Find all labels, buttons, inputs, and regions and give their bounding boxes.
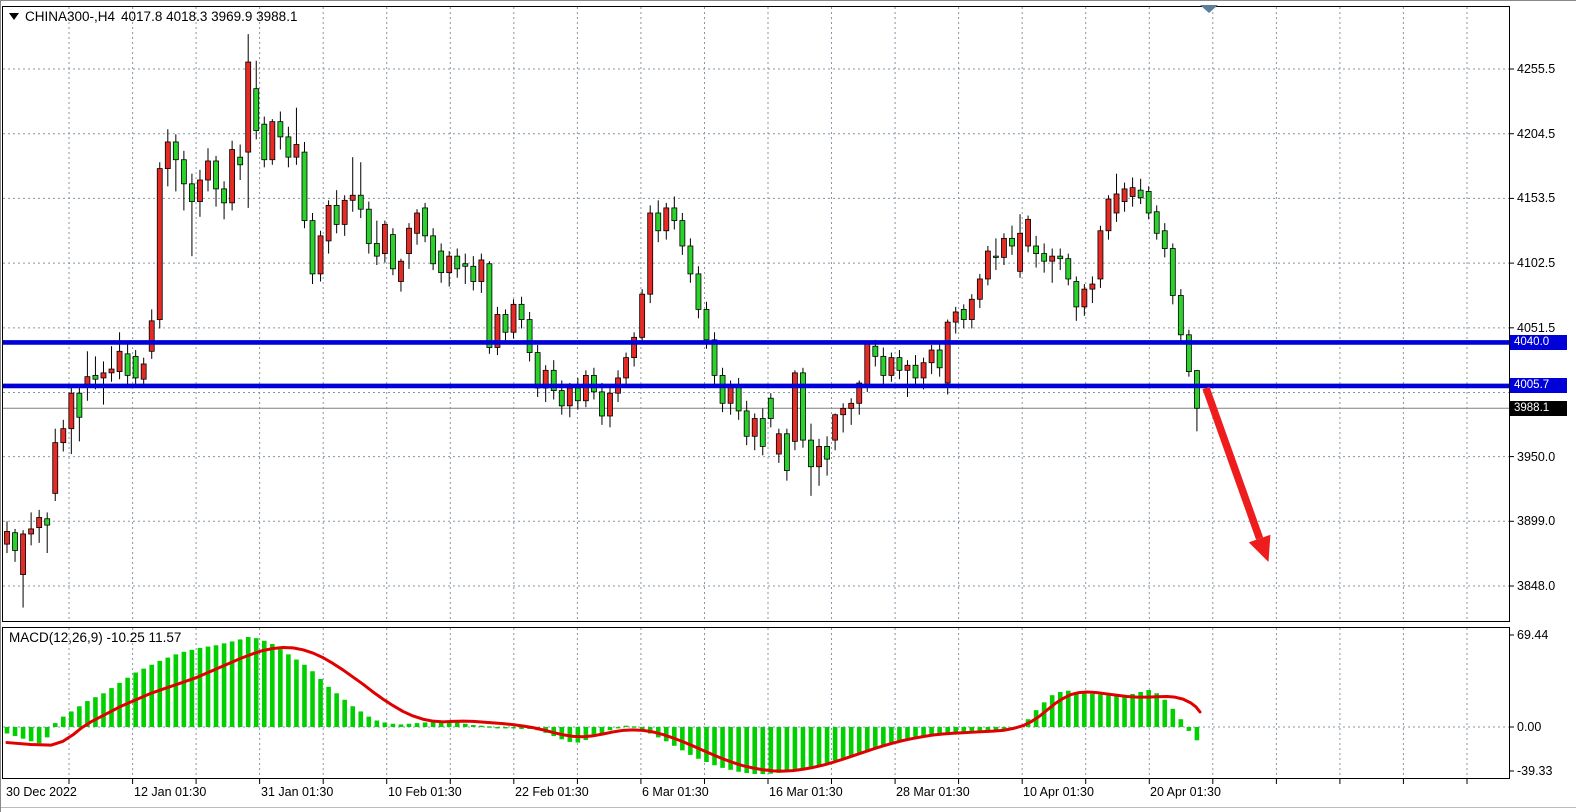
- window-bottom-edge: [1, 807, 1576, 808]
- price-axis-label: 3848.0: [1517, 578, 1556, 593]
- macd-axis-label: -39.33: [1517, 764, 1553, 778]
- macd-panel-border: [2, 627, 1510, 779]
- macd-axis-label: 0.00: [1517, 720, 1542, 734]
- time-axis-label: 12 Jan 01:30: [134, 785, 207, 799]
- macd-axis-label: 69.44: [1517, 628, 1549, 642]
- symbol-dropdown-icon[interactable]: [9, 13, 19, 20]
- macd-histogram: [4, 636, 1200, 775]
- support-price-tag: 4005.7: [1510, 378, 1567, 394]
- trend-arrow[interactable]: [1202, 386, 1271, 562]
- price-axis-label: 4102.5: [1517, 256, 1556, 271]
- price-panel-border: [2, 6, 1510, 622]
- macd-indicator-label: MACD(12,26,9) -10.25 11.57: [9, 630, 182, 645]
- symbol-ohlc-text: 4017.8 4018.3 3969.9 3988.1: [121, 9, 298, 24]
- candlesticks: [4, 34, 1200, 608]
- symbol-title-text: CHINA300-,H4: [25, 9, 116, 24]
- time-axis-label: 22 Feb 01:30: [515, 785, 589, 799]
- axis-ticks: [68, 68, 1514, 784]
- time-axis-label: 10 Apr 01:30: [1023, 785, 1094, 799]
- price-axis-label: 4255.5: [1517, 62, 1556, 76]
- grid-lines: [3, 7, 1509, 778]
- price-axis-label: 4204.5: [1517, 126, 1556, 141]
- chart-shift-marker-icon[interactable]: [1200, 5, 1218, 13]
- time-axis-label: 31 Jan 01:30: [261, 785, 334, 799]
- time-axis-label: 10 Feb 01:30: [388, 785, 462, 799]
- price-axis-label: 3950.0: [1517, 449, 1556, 464]
- time-axis-label: 28 Mar 01:30: [896, 785, 970, 799]
- resistance-price-tag: 4040.0: [1510, 334, 1567, 350]
- time-axis-label: 16 Mar 01:30: [769, 785, 843, 799]
- last-price-tag: 3988.1: [1510, 400, 1567, 416]
- price-axis-label: 4153.5: [1517, 191, 1556, 206]
- symbol-title: CHINA300-,H4 4017.8 4018.3 3969.9 3988.1: [9, 9, 297, 24]
- price-axis-label: 3899.0: [1517, 514, 1556, 529]
- price-axis-label: 4051.5: [1517, 320, 1556, 335]
- macd-signal-line: [5, 645, 1202, 773]
- time-axis-label: 6 Mar 01:30: [642, 785, 709, 799]
- time-axis-label: 30 Dec 2022: [6, 785, 77, 799]
- time-axis-label: 20 Apr 01:30: [1150, 785, 1221, 799]
